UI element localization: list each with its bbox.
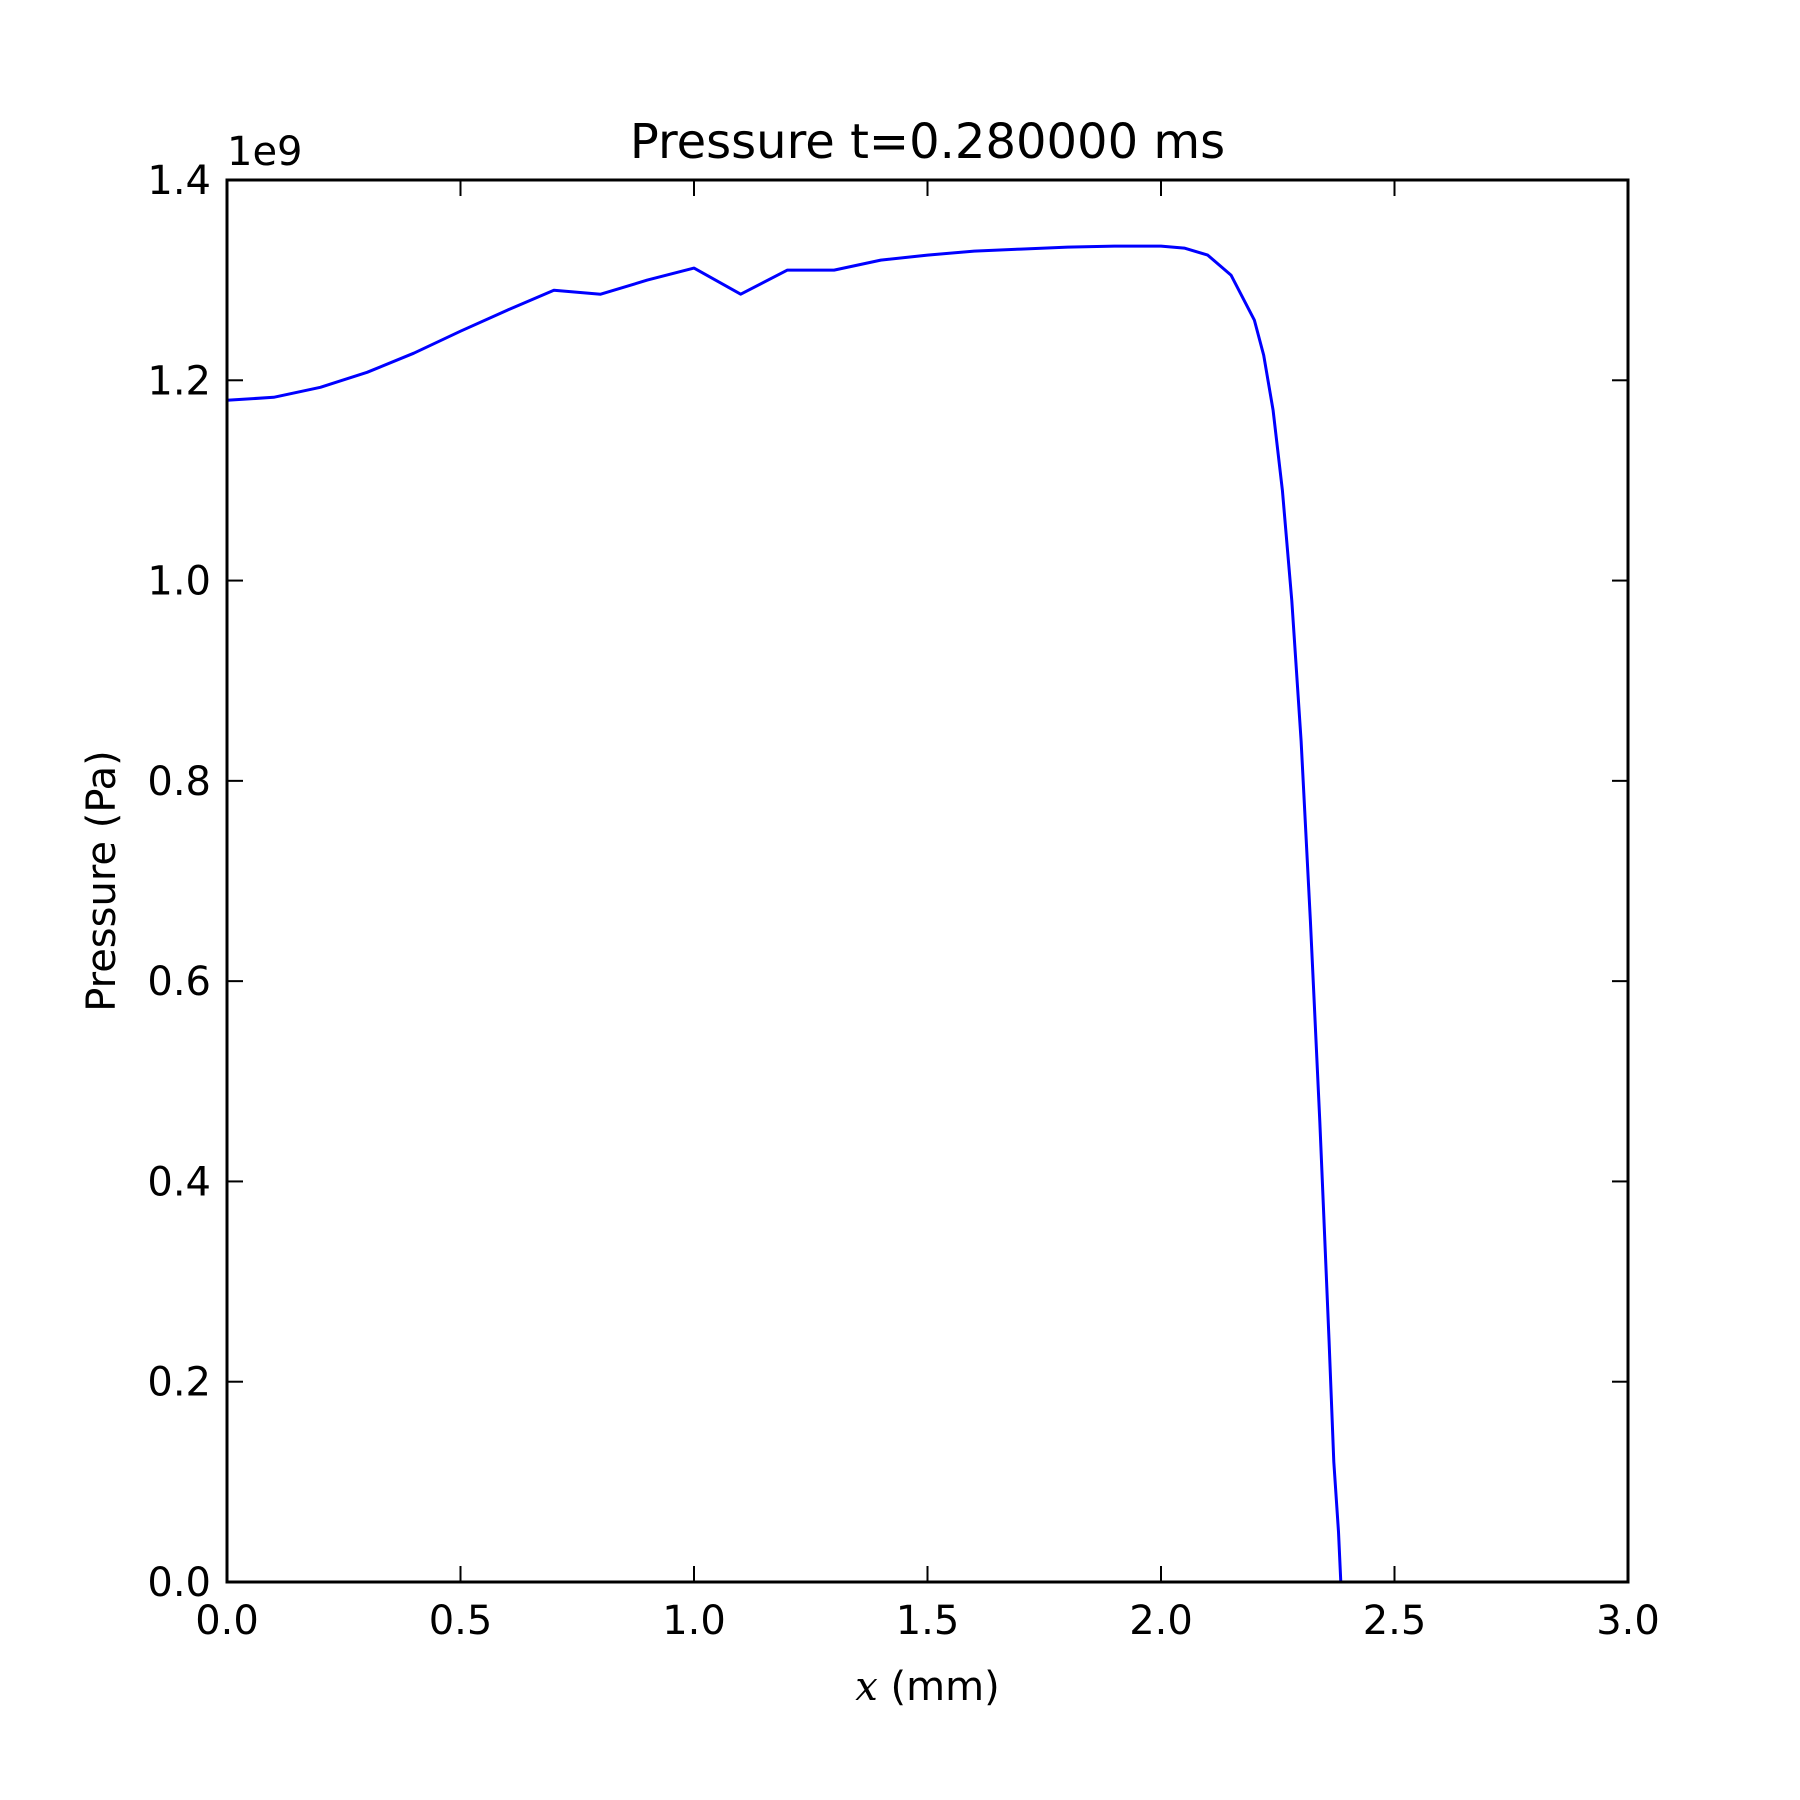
x-tick-label: 0.0 — [195, 1598, 259, 1644]
y-tick-label: 1.4 — [147, 158, 211, 204]
y-tick-label: 0.2 — [147, 1360, 211, 1406]
x-axis-label: x (mm) — [855, 1664, 999, 1710]
series-line — [226, 244, 1343, 1583]
axis-tick-labels: 0.0 0.5 1.0 1.5 2.0 2.5 3.0 0.0 0.2 0.4 0.6 0.8 1.0 1… — [147, 158, 1659, 1644]
y-tick-label: 0.6 — [147, 959, 211, 1005]
plot-frame — [225, 178, 1630, 1584]
x-axis-variable: x — [855, 1664, 878, 1710]
y-tick-label: 0.8 — [147, 759, 211, 805]
x-tick-label: 0.5 — [429, 1598, 493, 1644]
y-tick-label: 0.0 — [147, 1560, 211, 1606]
x-axis-unit: (mm) — [878, 1664, 1000, 1710]
x-tick-label: 1.5 — [896, 1598, 960, 1644]
y-tick-label: 0.4 — [147, 1159, 211, 1205]
y-tick-label: 1.0 — [147, 559, 211, 605]
x-tick-label: 1.0 — [662, 1598, 726, 1644]
y-axis-offset-label: 1e9 — [227, 129, 303, 175]
x-tick-label: 2.5 — [1363, 1598, 1427, 1644]
series-layer — [226, 244, 1343, 1583]
x-tick-label: 3.0 — [1596, 1598, 1660, 1644]
chart-title: Pressure t=0.280000 ms — [630, 114, 1225, 170]
x-tick-label: 2.0 — [1129, 1598, 1193, 1644]
y-tick-label: 1.2 — [147, 358, 211, 404]
y-axis-label: Pressure (Pa) — [79, 750, 125, 1012]
